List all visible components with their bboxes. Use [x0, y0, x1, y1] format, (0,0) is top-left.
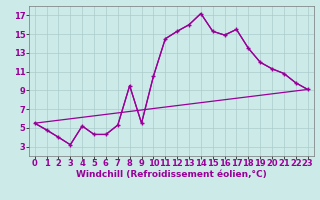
X-axis label: Windchill (Refroidissement éolien,°C): Windchill (Refroidissement éolien,°C) [76, 170, 267, 179]
